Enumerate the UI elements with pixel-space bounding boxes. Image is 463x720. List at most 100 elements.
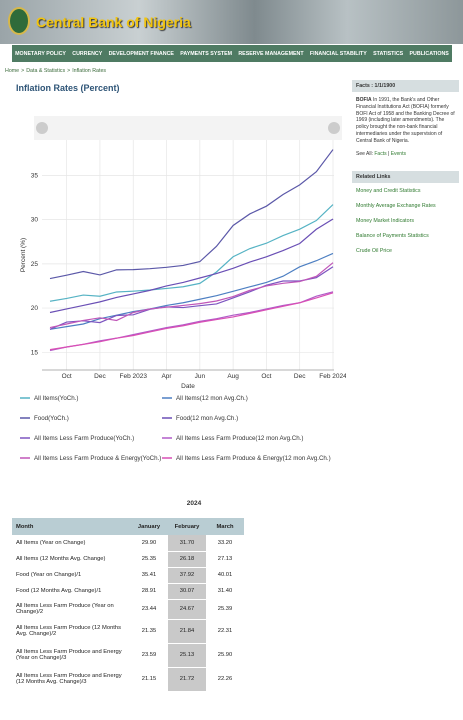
breadcrumb-item[interactable]: Data & Statistics [26, 68, 66, 74]
cell-value: 21.84 [168, 619, 206, 644]
row-label: All Items Less Farm Produce and Energy (… [12, 667, 130, 692]
cell-value: 22.26 [206, 667, 244, 692]
series-line [49, 266, 334, 330]
x-tick-label: Oct [261, 373, 271, 380]
row-label: All Items Less Farm Produce and Energy (… [12, 643, 130, 668]
cell-value: 24.67 [168, 599, 206, 620]
y-axis-title: Percent (%) [20, 238, 27, 272]
nav-item[interactable]: PAYMENTS SYSTEM [180, 50, 233, 57]
cell-value: 25.39 [206, 599, 244, 620]
cell-value: 28.91 [130, 583, 168, 600]
series-line [49, 291, 334, 352]
table-row: All Items Less Farm Produce (12 Months A… [12, 619, 244, 644]
series-line [49, 204, 334, 302]
data-table: Month January February March All Items (Year… [12, 518, 244, 692]
related-link[interactable]: Money and Credit Statistics [356, 188, 421, 194]
cell-value: 40.01 [206, 567, 244, 584]
cell-value: 26.18 [168, 551, 206, 568]
x-tick-label: Aug [227, 373, 239, 380]
y-tick-label: 15 [31, 349, 39, 356]
series-line [49, 252, 334, 330]
nav-item[interactable]: FINANCIAL STABILITY [309, 50, 367, 57]
header-row: Month January February March [12, 518, 244, 535]
facts-body: In 1991, the Bank's and Other Financial … [356, 97, 455, 144]
link[interactable]: Events [390, 151, 406, 158]
column-header: January [130, 518, 168, 535]
nav-item[interactable]: MONETARY POLICY [15, 50, 66, 57]
cell-value: 25.35 [130, 551, 168, 568]
sidebar: Facts : 1/1/1900 BOFIA In 1991, the Bank… [352, 80, 459, 263]
see-all: See All: Facts | Events [352, 149, 459, 163]
related-link[interactable]: Monthly Average Exchange Rates [356, 203, 436, 209]
scroll-right[interactable] [328, 122, 340, 134]
chart: 15 20 25 30 35 Oct Dec Feb 2023 Apr Jun Aug Oct Dec F… [20, 116, 346, 462]
breadcrumb-item: Inflation Rates [72, 68, 107, 74]
cell-value: 22.31 [206, 619, 244, 644]
x-tick-label: Feb 2023 [120, 373, 148, 380]
nav-item[interactable]: CURRENCY [72, 50, 103, 57]
cell-value: 23.59 [130, 643, 168, 668]
related-links: Money and Credit Statistics Monthly Avera… [352, 188, 459, 263]
nav-item[interactable]: DEVELOPMENT FINANCE [108, 50, 174, 57]
row-label: All Items (12 Months Avg. Change) [12, 551, 130, 568]
cell-value: 21.35 [130, 619, 168, 644]
row-label: Food (Year on Change)/1 [12, 567, 130, 584]
chart-title: Inflation Rates (Percent) [16, 83, 120, 93]
cell-value: 31.70 [168, 535, 206, 552]
legend-label[interactable]: All Items Less Farm Produce & Energy(YoC… [34, 455, 161, 462]
related-link[interactable]: Balance of Payments Statistics [356, 233, 429, 239]
see-all-label: See All: [356, 151, 373, 158]
related-link[interactable]: Money Market Indicators [356, 218, 414, 224]
cell-value: 21.72 [168, 667, 206, 692]
link[interactable]: Facts [374, 151, 387, 158]
y-tick-label: 30 [31, 217, 39, 224]
breadcrumb-item[interactable]: Home [5, 68, 20, 74]
nav-item[interactable]: PUBLICATIONS [409, 50, 449, 57]
related-link[interactable]: Crude Oil Price [356, 248, 392, 254]
scroll-left[interactable] [36, 122, 48, 134]
cell-value: 25.13 [168, 643, 206, 668]
separator: | [387, 151, 390, 158]
nav-item[interactable]: STATISTICS [373, 50, 404, 57]
facts-header: Facts : 1/1/1900 [352, 80, 459, 92]
row-label: All Items (Year on Change) [12, 535, 130, 552]
nav-bar: MONETARY POLICY CURRENCY DEVELOPMENT FINAN… [12, 45, 452, 62]
breadcrumb: Home > Data & Statistics > Inflation Rates [5, 68, 108, 74]
legend-label[interactable]: All Items(YoCh.) [34, 395, 78, 402]
column-header: Month [12, 518, 130, 535]
series-line [49, 149, 334, 280]
row-label: Food (12 Months Avg. Change)/1 [12, 583, 130, 600]
legend-label[interactable]: All Items Less Farm Produce(YoCh.) [34, 435, 134, 442]
site-title[interactable]: Central Bank of Nigeria [36, 14, 191, 30]
x-tick-label: Jun [195, 373, 206, 380]
column-header: February [168, 518, 206, 535]
cell-value: 31.40 [206, 583, 244, 600]
table-row: All Items (Year on Change) 29.90 31.70 33.2… [12, 535, 244, 552]
x-axis-title: Date [181, 383, 195, 390]
table-row: All Items Less Farm Produce and Energy (… [12, 667, 244, 692]
legend-label[interactable]: Food(12 mon Avg.Ch.) [176, 415, 238, 422]
table-row: All Items (12 Months Avg. Change) 25.35 26… [12, 551, 244, 568]
logo[interactable] [8, 7, 30, 35]
cell-value: 21.15 [130, 667, 168, 692]
legend-label[interactable]: All Items Less Farm Produce(12 mon Avg.C… [176, 435, 303, 442]
table-row: Food (Year on Change)/1 35.41 37.92 40.01 [12, 567, 244, 584]
table-row: All Items Less Farm Produce (Year on Cha… [12, 599, 244, 620]
nav-item[interactable]: RESERVE MANAGEMENT [238, 50, 304, 57]
table-caption: 2024 [186, 500, 202, 507]
column-header: March [206, 518, 244, 535]
legend-label[interactable]: All Items(12 mon Avg.Ch.) [176, 395, 248, 402]
cell-value: 35.41 [130, 567, 168, 584]
series-line [49, 292, 334, 351]
y-tick-label: 25 [31, 261, 39, 268]
legend-label[interactable]: All Items Less Farm Produce & Energy(12 … [176, 455, 331, 462]
breadcrumb-separator: > [67, 68, 71, 74]
table-row: All Items Less Farm Produce and Energy (… [12, 643, 244, 668]
y-tick-label: 20 [31, 305, 39, 312]
table-row: Food (12 Months Avg. Change)/1 28.91 30.07… [12, 583, 244, 600]
cell-value: 30.07 [168, 583, 206, 600]
facts-text: BOFIA In 1991, the Bank's and Other Fina… [352, 92, 459, 149]
series-line [49, 262, 334, 329]
legend-label[interactable]: Food(YoCh.) [34, 415, 69, 422]
